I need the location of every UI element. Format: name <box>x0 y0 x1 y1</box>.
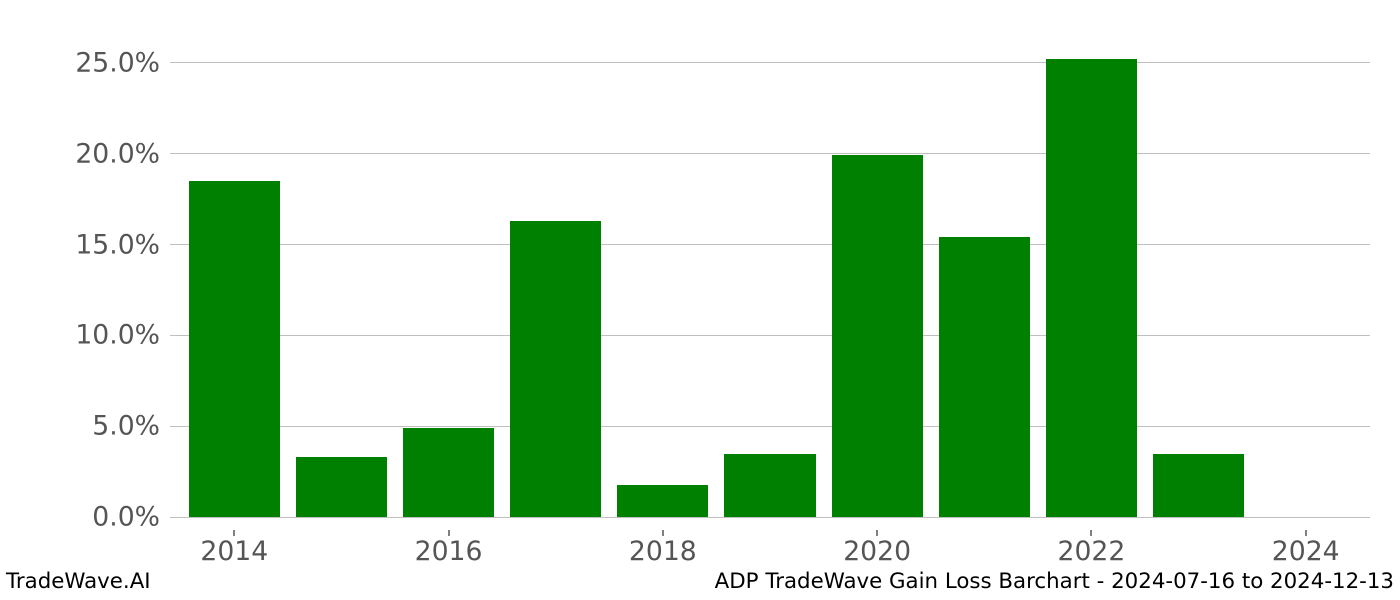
plot-inner: 0.0%5.0%10.0%15.0%20.0%25.0%201420162018… <box>170 30 1370 530</box>
y-tick-label: 15.0% <box>75 229 160 260</box>
footer-left-text: TradeWave.AI <box>6 569 151 594</box>
x-tick-label: 2014 <box>200 536 268 567</box>
gridline <box>170 244 1370 245</box>
bar <box>724 454 815 518</box>
gridline <box>170 62 1370 63</box>
gridline <box>170 426 1370 427</box>
bar <box>403 428 494 517</box>
bar <box>510 221 601 517</box>
gridline <box>170 335 1370 336</box>
x-tick-label: 2022 <box>1058 536 1126 567</box>
bar <box>832 155 923 517</box>
plot-area: 0.0%5.0%10.0%15.0%20.0%25.0%201420162018… <box>170 30 1370 530</box>
y-tick-label: 10.0% <box>75 320 160 351</box>
bar <box>1153 454 1244 518</box>
bar <box>1046 59 1137 517</box>
bar <box>617 485 708 518</box>
chart-canvas: 0.0% 5.0% 10.0% 15.0% 20.0% 25.0% 2014 2016 2018… <box>0 0 1400 600</box>
y-tick-label: 5.0% <box>92 411 160 442</box>
x-tick-label: 2016 <box>415 536 483 567</box>
y-tick-label: 0.0% <box>92 502 160 533</box>
y-tick-label: 20.0% <box>75 138 160 169</box>
bar <box>189 181 280 517</box>
gridline <box>170 153 1370 154</box>
x-tick-label: 2020 <box>843 536 911 567</box>
x-tick-label: 2024 <box>1272 536 1340 567</box>
bar <box>296 457 387 517</box>
y-tick-label: 25.0% <box>75 47 160 78</box>
x-tick-label: 2018 <box>629 536 697 567</box>
bar <box>939 237 1030 517</box>
footer-right-text: ADP TradeWave Gain Loss Barchart - 2024-… <box>715 569 1394 594</box>
